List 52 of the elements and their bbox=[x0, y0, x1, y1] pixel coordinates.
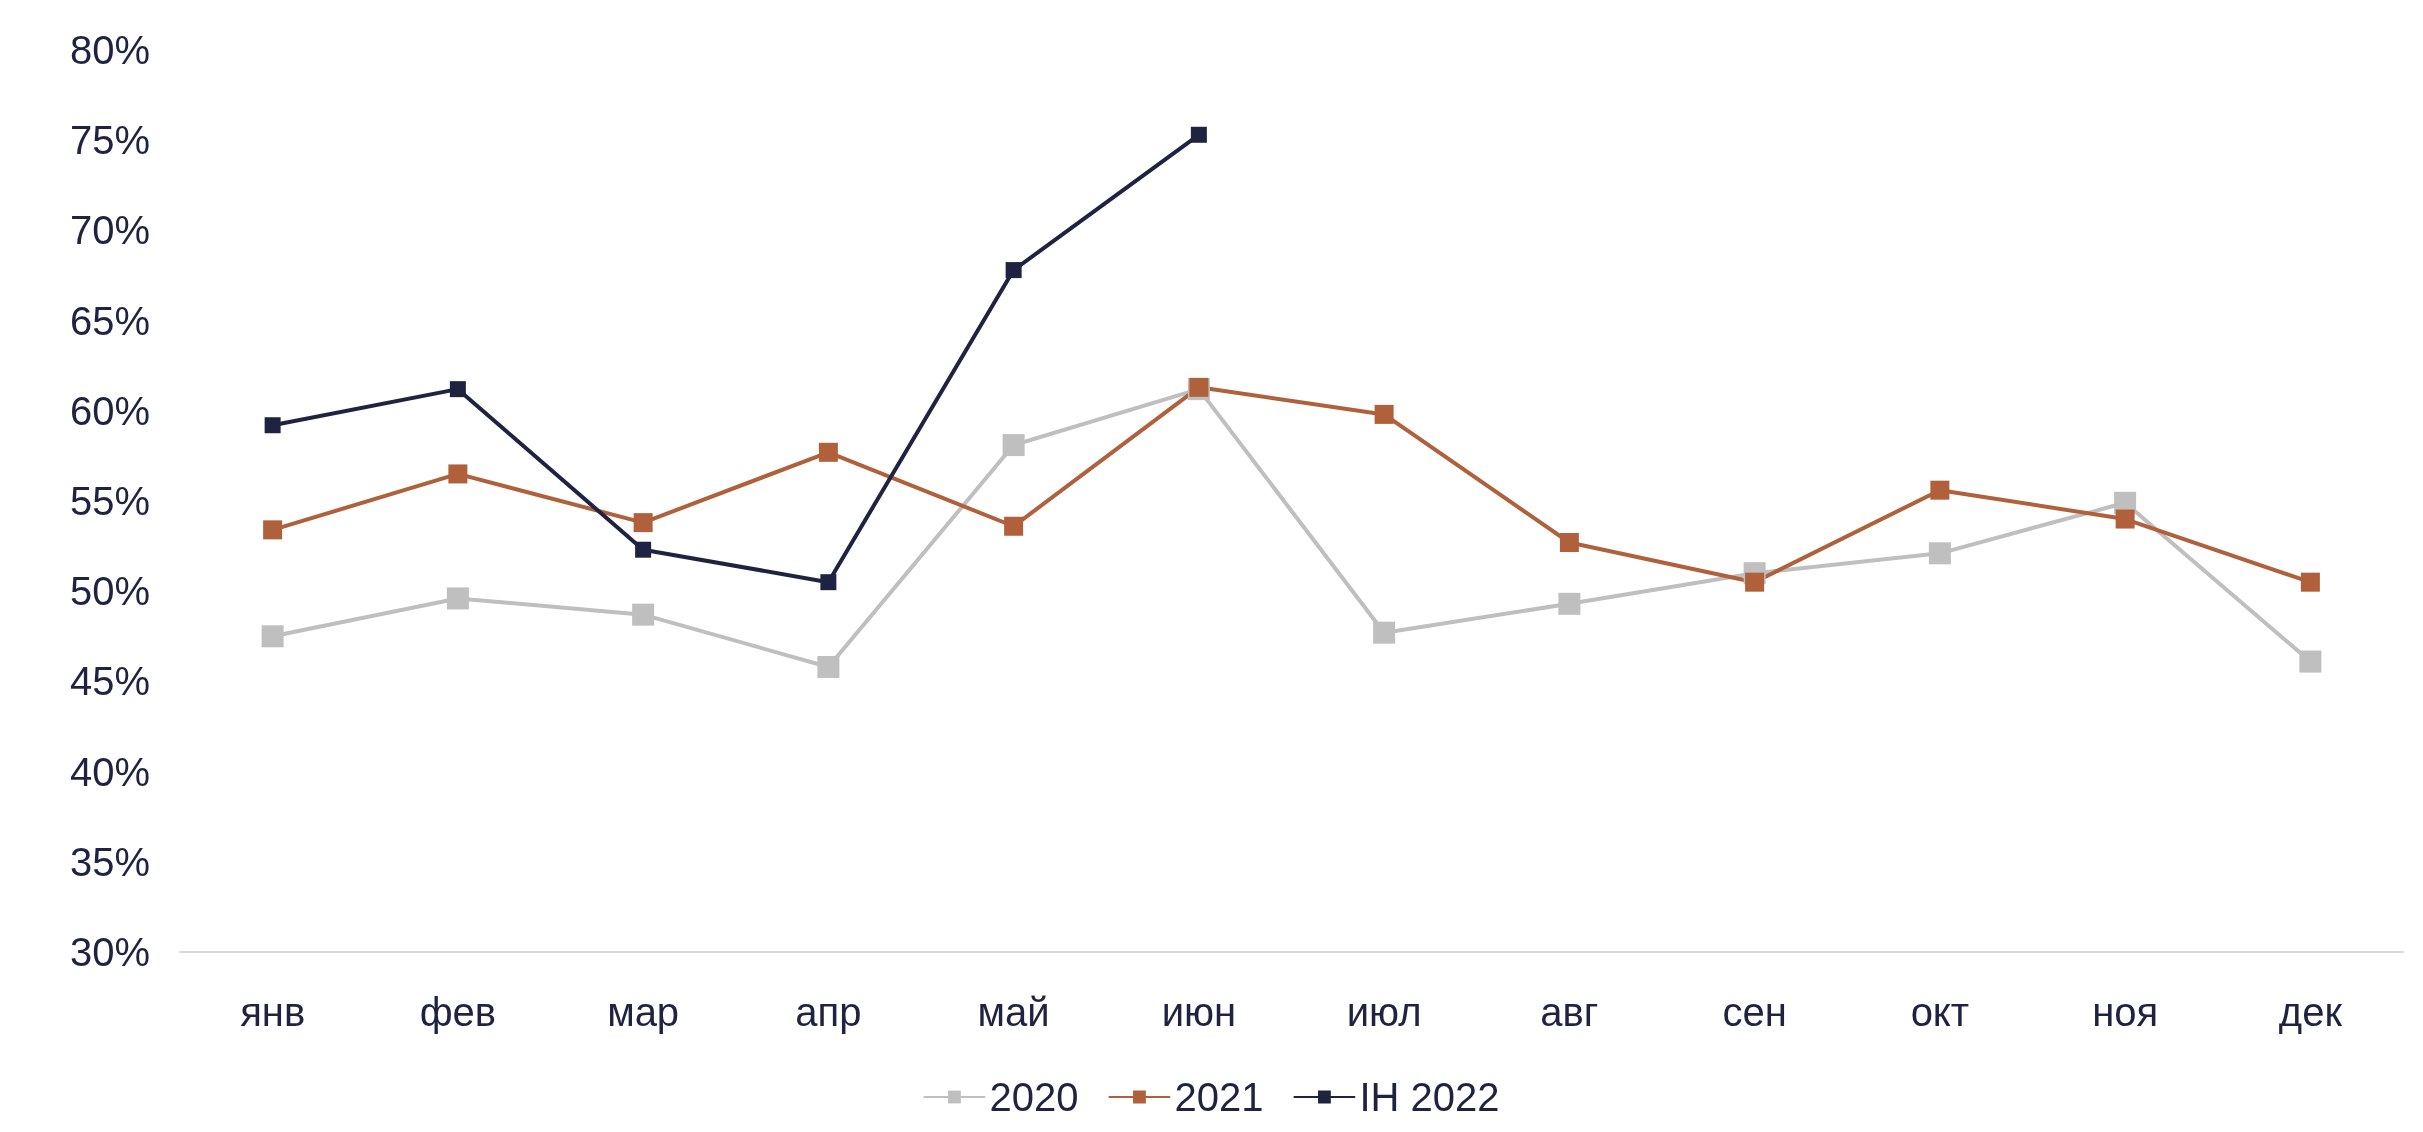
y-tick-label: 40% bbox=[69, 749, 150, 794]
x-tick-label: авг bbox=[1540, 990, 1599, 1034]
point bbox=[1558, 592, 1581, 615]
x-tick-label: окт bbox=[1910, 990, 1970, 1034]
point bbox=[446, 587, 469, 610]
y-tick-label: 55% bbox=[69, 479, 150, 523]
x-tick-label: мар bbox=[607, 990, 680, 1034]
x-tick-label: май bbox=[977, 990, 1050, 1034]
x-tick-label: янв bbox=[240, 990, 306, 1034]
point bbox=[261, 625, 284, 648]
point bbox=[2299, 650, 2322, 673]
legend-label: 2021 bbox=[1174, 1075, 1264, 1119]
y-tick-label: 65% bbox=[69, 298, 150, 343]
point bbox=[1928, 542, 1951, 565]
point bbox=[1002, 434, 1025, 457]
y-tick-label: 80% bbox=[69, 28, 150, 72]
x-tick-label: сен bbox=[1722, 990, 1787, 1034]
x-tick-label: июн bbox=[1161, 990, 1237, 1034]
y-tick-label: 45% bbox=[69, 659, 150, 704]
x-tick-label: дек bbox=[2278, 990, 2343, 1034]
legend-label: 2020 bbox=[989, 1075, 1079, 1119]
point bbox=[2115, 509, 2135, 529]
point bbox=[1373, 621, 1396, 644]
point bbox=[1930, 480, 1950, 500]
point bbox=[1745, 572, 1765, 592]
point bbox=[1559, 532, 1579, 552]
x-tick-label: фев bbox=[419, 990, 497, 1034]
y-tick-label: 70% bbox=[69, 208, 150, 253]
point bbox=[263, 520, 283, 540]
x-tick-label: июл bbox=[1346, 990, 1422, 1034]
point bbox=[633, 513, 653, 533]
point bbox=[264, 417, 281, 434]
y-tick-label: 30% bbox=[69, 930, 150, 974]
x-tick-label: апр bbox=[795, 990, 862, 1034]
point bbox=[820, 574, 837, 591]
point bbox=[1005, 262, 1022, 279]
point bbox=[635, 541, 652, 558]
point bbox=[1004, 516, 1024, 536]
y-tick-label: 60% bbox=[69, 388, 150, 433]
legend-label: IH 2022 bbox=[1359, 1075, 1500, 1119]
y-tick-label: 35% bbox=[69, 839, 150, 884]
point bbox=[1190, 126, 1207, 143]
y-tick-label: 75% bbox=[69, 118, 150, 163]
y-tick-label: 50% bbox=[69, 569, 150, 614]
point bbox=[1374, 404, 1394, 424]
point bbox=[449, 381, 466, 398]
point bbox=[818, 442, 838, 462]
point bbox=[2300, 572, 2320, 592]
point bbox=[817, 655, 840, 678]
point bbox=[632, 603, 655, 626]
point bbox=[448, 464, 468, 484]
x-tick-label: ноя bbox=[2092, 990, 2159, 1034]
